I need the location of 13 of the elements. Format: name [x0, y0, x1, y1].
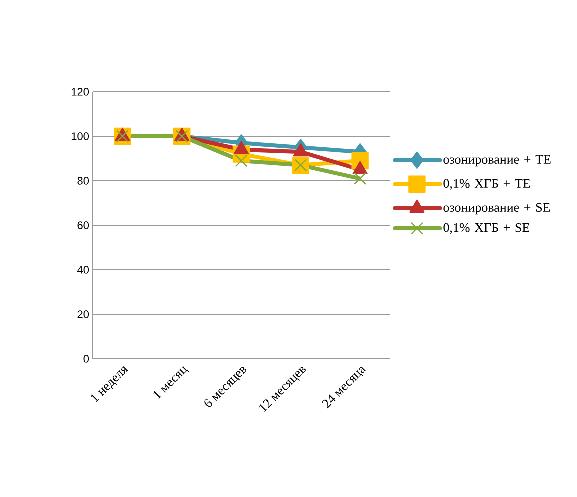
y-tick-label: 80 [78, 177, 90, 185]
y-tick-label: 40 [77, 266, 90, 274]
legend-label: 0,1% ХГБ + SE [444, 223, 530, 234]
legend-label: озонирование + SE [444, 203, 550, 215]
y-tick-label: 20 [78, 310, 90, 318]
y-tick-label: 60 [78, 222, 90, 230]
point [354, 172, 367, 186]
y-tick-label: 0 [84, 355, 90, 363]
y-tick-label: 100 [72, 132, 90, 140]
legend-label: озонирование + TE [444, 155, 551, 167]
point [235, 154, 248, 168]
y-tick-label: 120 [72, 88, 90, 96]
legend-label: 0,1% ХГБ + TE [444, 179, 530, 190]
